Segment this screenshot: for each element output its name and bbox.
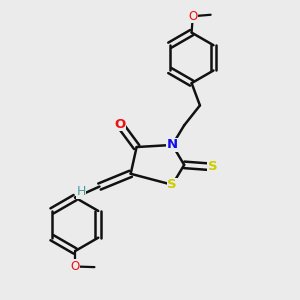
Text: N: N [167,138,178,152]
Text: O: O [188,10,197,23]
Text: S: S [167,178,177,191]
Text: O: O [70,260,80,273]
Text: O: O [114,118,125,130]
Text: H: H [76,185,86,198]
Text: S: S [208,160,217,173]
